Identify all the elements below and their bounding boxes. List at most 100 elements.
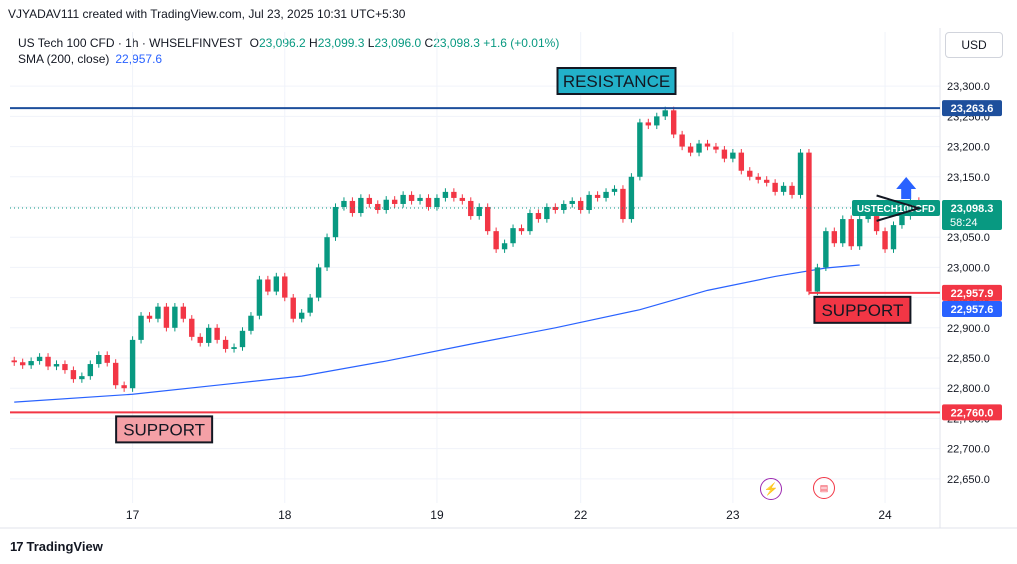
candle-body	[214, 327, 220, 340]
candle	[79, 372, 85, 383]
candle-body	[594, 194, 601, 198]
flash-event-icon[interactable]: ⚡	[760, 478, 782, 500]
last-price-tag	[942, 200, 1002, 231]
last-price-label: 23,098.3	[951, 203, 994, 215]
candle-body	[222, 339, 229, 349]
support-upper-annotation-text: SUPPORT	[821, 301, 903, 320]
candle-body	[45, 356, 51, 367]
candle-body	[451, 191, 457, 198]
candle	[163, 303, 170, 332]
candle	[87, 360, 94, 380]
candle	[704, 139, 711, 151]
candle-body	[11, 360, 17, 363]
candle-body	[586, 194, 592, 211]
candle	[231, 343, 237, 353]
candle-body	[789, 185, 795, 195]
candle	[577, 197, 584, 214]
x-tick-label: 23	[726, 508, 740, 522]
candle-body	[375, 203, 381, 211]
candle	[239, 327, 246, 351]
candle	[527, 209, 533, 235]
candle-body	[155, 306, 161, 319]
candle-body	[138, 315, 144, 340]
tradingview-logo: 17 TradingView	[10, 539, 103, 554]
candle	[493, 227, 499, 253]
candle-body	[197, 336, 203, 343]
us-flag-event-icon[interactable]: ▤	[813, 477, 835, 499]
candle-body	[687, 146, 694, 153]
currency-button[interactable]: USD	[945, 32, 1003, 58]
triangle-pattern	[876, 194, 923, 222]
candle	[62, 360, 68, 374]
support-lower-annotation-text: SUPPORT	[123, 420, 205, 439]
candle-body	[561, 203, 567, 211]
candle-body	[738, 152, 745, 171]
candle	[484, 203, 491, 235]
candle-body	[670, 110, 677, 135]
candle-body	[96, 354, 102, 365]
candle	[823, 227, 829, 272]
candle	[358, 194, 364, 217]
candle-body	[510, 228, 516, 244]
candle	[307, 293, 313, 317]
candle-body	[315, 267, 322, 298]
candle-body	[205, 327, 212, 343]
candle-body	[53, 364, 60, 367]
candle	[53, 360, 60, 371]
chart-legend: US Tech 100 CFD · 1h · WHSELFINVEST O23,…	[18, 35, 559, 67]
y-tick-label: 23,300.0	[947, 81, 990, 93]
candle-body	[628, 176, 635, 220]
candle	[856, 215, 863, 250]
candle-body	[442, 191, 449, 198]
candle-body	[366, 197, 373, 204]
candle	[189, 315, 195, 341]
candle-body	[814, 267, 821, 292]
candle	[324, 233, 330, 272]
candle-body	[763, 179, 770, 183]
candle-body	[163, 306, 170, 328]
candle-body	[806, 152, 812, 292]
candle	[586, 191, 592, 214]
y-tick-label: 22,800.0	[947, 383, 990, 395]
candle	[882, 227, 888, 253]
candle-body	[256, 279, 263, 316]
candle-body	[172, 306, 178, 328]
candle	[806, 148, 812, 296]
candle-body	[882, 231, 888, 250]
candle-body	[772, 182, 778, 192]
candle	[679, 130, 685, 151]
candle-body	[349, 200, 356, 214]
candle	[121, 381, 127, 392]
candle-body	[265, 279, 271, 292]
candle-body	[696, 143, 702, 153]
symbol-label: US Tech 100 CFD · 1h · WHSELFINVEST	[18, 36, 243, 50]
candle	[544, 203, 550, 223]
candle	[197, 333, 203, 347]
candle-body	[544, 206, 550, 220]
candle-body	[79, 376, 85, 380]
y-tick-label: 23,050.0	[947, 232, 990, 244]
sma-price-label: 22,957.6	[951, 304, 994, 316]
candle-body	[797, 152, 804, 195]
candle	[730, 148, 736, 163]
candle	[797, 148, 804, 199]
candle	[36, 353, 43, 365]
candle	[721, 145, 728, 163]
candle	[637, 118, 643, 181]
candle	[713, 142, 719, 154]
candle	[569, 197, 575, 208]
candle-body	[180, 306, 187, 319]
candle	[476, 203, 482, 220]
candle-body	[645, 122, 652, 126]
candle-body	[535, 213, 542, 220]
candle-body	[28, 361, 34, 366]
candle-body	[425, 197, 432, 207]
candle	[256, 275, 263, 320]
candle	[391, 196, 398, 208]
candle-body	[383, 199, 389, 211]
candle	[408, 191, 415, 205]
x-tick-label: 19	[430, 508, 444, 522]
candle-body	[70, 370, 77, 380]
candle	[400, 191, 406, 208]
